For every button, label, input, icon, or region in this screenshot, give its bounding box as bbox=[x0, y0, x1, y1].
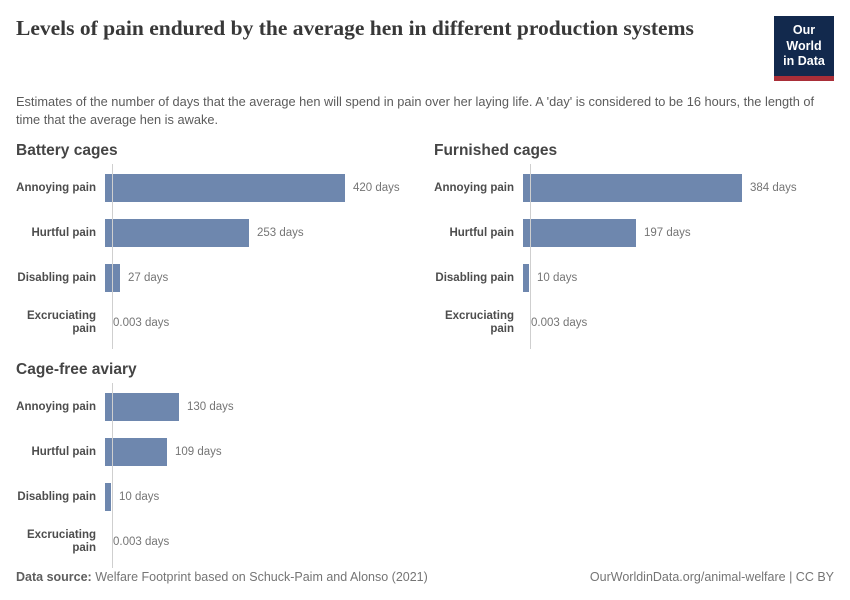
bar-area: 109 days bbox=[104, 437, 416, 466]
data-source-note: Data source: Welfare Footprint based on … bbox=[16, 570, 428, 584]
bar-area: 130 days bbox=[104, 392, 416, 421]
category-label: Disabling pain bbox=[17, 271, 96, 284]
bar-value-label: 130 days bbox=[187, 400, 234, 413]
attribution-link[interactable]: OurWorldinData.org/animal-welfare | CC B… bbox=[589, 570, 834, 584]
bar-row: Disabling pain 10 days bbox=[16, 482, 416, 511]
category-label: Annoying pain bbox=[16, 400, 96, 413]
bar-value-label: 253 days bbox=[257, 226, 304, 239]
bar-value-label: 384 days bbox=[750, 181, 797, 194]
bar-area: 10 days bbox=[522, 263, 834, 292]
bar-value-label: 10 days bbox=[119, 490, 160, 503]
bar-row: Excruciating pain 0.003 days bbox=[16, 309, 416, 337]
chart-cage-free-aviary: Cage-free aviary Annoying pain 130 days Hu… bbox=[16, 361, 416, 568]
category-label: Disabling pain bbox=[435, 271, 514, 284]
bar-row: Hurtful pain 197 days bbox=[434, 218, 834, 247]
bar[interactable] bbox=[105, 173, 345, 202]
bar-area: 384 days bbox=[522, 173, 834, 202]
bar[interactable] bbox=[105, 392, 179, 421]
category-label: Excruciating pain bbox=[26, 529, 96, 554]
bar-value-label: 0.003 days bbox=[531, 316, 588, 329]
bar-row: Hurtful pain 253 days bbox=[16, 218, 416, 247]
bar-value-label: 10 days bbox=[537, 271, 578, 284]
data-source-label: Data source: bbox=[16, 570, 92, 584]
bar-row: Hurtful pain 109 days bbox=[16, 437, 416, 466]
chart-furnished-cages: Furnished cages Annoying pain 384 days Hur… bbox=[434, 142, 834, 349]
category-label: Annoying pain bbox=[434, 181, 514, 194]
category-label: Disabling pain bbox=[17, 490, 96, 503]
header: Levels of pain endured by the average he… bbox=[16, 14, 834, 81]
category-label: Hurtful pain bbox=[31, 226, 96, 239]
bar-row: Annoying pain 420 days bbox=[16, 173, 416, 202]
bar-row: Excruciating pain 0.003 days bbox=[16, 528, 416, 556]
chart-title: Battery cages bbox=[16, 141, 118, 159]
bar-row: Disabling pain 27 days bbox=[16, 263, 416, 292]
category-label: Hurtful pain bbox=[449, 226, 514, 239]
bar-area: 0.003 days bbox=[104, 528, 416, 556]
chart-subtitle: Estimates of the number of days that the… bbox=[16, 93, 815, 128]
chart-title: Furnished cages bbox=[434, 141, 558, 159]
bar[interactable] bbox=[105, 263, 120, 292]
bar-row: Annoying pain 130 days bbox=[16, 392, 416, 421]
bar-value-label: 27 days bbox=[128, 271, 169, 284]
bar[interactable] bbox=[523, 263, 529, 292]
chart-main-title: Levels of pain endured by the average he… bbox=[16, 16, 694, 40]
bar-area: 253 days bbox=[104, 218, 416, 247]
category-label: Hurtful pain bbox=[31, 445, 96, 458]
chart-rows: Annoying pain 130 days Hurtful pain 109 day… bbox=[16, 382, 416, 568]
owid-logo[interactable]: Our World in Data bbox=[774, 16, 834, 81]
bar-value-label: 420 days bbox=[353, 181, 400, 194]
category-label: Excruciating pain bbox=[444, 310, 514, 335]
footer: Data source: Welfare Footprint based on … bbox=[16, 570, 834, 584]
data-source-text: Welfare Footprint based on Schuck-Paim a… bbox=[91, 570, 428, 584]
bar[interactable] bbox=[105, 482, 111, 511]
bar-area: 197 days bbox=[522, 218, 834, 247]
charts-grid: Battery cages Annoying pain 420 days Hurtf… bbox=[16, 142, 834, 568]
chart-title: Cage-free aviary bbox=[16, 360, 137, 378]
bar-area: 0.003 days bbox=[522, 309, 834, 337]
bar[interactable] bbox=[105, 437, 167, 466]
bar-area: 27 days bbox=[104, 263, 416, 292]
owid-logo-line2: in Data bbox=[783, 54, 825, 69]
bar-row: Excruciating pain 0.003 days bbox=[434, 309, 834, 337]
bar-area: 0.003 days bbox=[104, 309, 416, 337]
chart-rows: Annoying pain 384 days Hurtful pain 197 day… bbox=[434, 163, 834, 349]
category-label: Excruciating pain bbox=[26, 310, 96, 335]
chart-battery-cages: Battery cages Annoying pain 420 days Hurtf… bbox=[16, 142, 416, 349]
bar[interactable] bbox=[523, 173, 742, 202]
bar[interactable] bbox=[523, 218, 636, 247]
bar-value-label: 0.003 days bbox=[113, 535, 170, 548]
chart-rows: Annoying pain 420 days Hurtful pain 253 day… bbox=[16, 163, 416, 349]
bar-row: Annoying pain 384 days bbox=[434, 173, 834, 202]
bar-area: 10 days bbox=[104, 482, 416, 511]
bar-value-label: 109 days bbox=[175, 445, 222, 458]
category-label: Annoying pain bbox=[16, 181, 96, 194]
owid-logo-line1: Our World bbox=[786, 23, 822, 53]
bar-value-label: 0.003 days bbox=[113, 316, 170, 329]
bar-area: 420 days bbox=[104, 173, 416, 202]
bar[interactable] bbox=[105, 218, 249, 247]
bar-row: Disabling pain 10 days bbox=[434, 263, 834, 292]
bar-value-label: 197 days bbox=[644, 226, 691, 239]
